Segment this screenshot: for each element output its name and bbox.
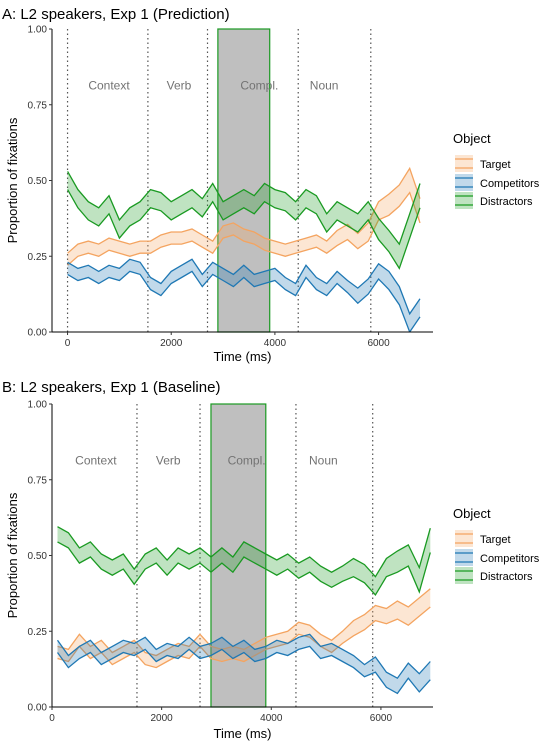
- legend-title: Object: [453, 131, 491, 146]
- legend-key-target: [455, 530, 473, 547]
- legend-key-competitors: [455, 174, 473, 191]
- panel-prediction: A: L2 speakers, Exp 1 (Prediction) Contex…: [2, 6, 540, 364]
- legend-label-competitors: Competitors: [480, 553, 540, 565]
- region-label-noun: Noun: [309, 454, 338, 468]
- x-tick-label: 4000: [260, 713, 283, 724]
- y-tick-label: 0.75: [28, 475, 48, 486]
- chart-title: B: L2 speakers, Exp 1 (Baseline): [2, 379, 220, 396]
- series-upper-competitors: [56, 633, 431, 680]
- y-tick-label: 0.00: [28, 703, 48, 714]
- y-tick-label: 0.25: [28, 627, 48, 638]
- series-group: [56, 526, 431, 695]
- legend-label-distractors: Distractors: [480, 571, 533, 583]
- ribbon-competitors: [57, 634, 431, 694]
- legend-key-target: [455, 155, 473, 172]
- series-lower-distractors: [67, 189, 421, 270]
- y-axis-title: Proportion of fixations: [5, 117, 20, 243]
- x-axis-title: Time (ms): [213, 726, 271, 741]
- region-label-context: Context: [75, 454, 117, 468]
- y-tick-label: 0.50: [28, 551, 48, 562]
- legend-title: Object: [453, 506, 491, 521]
- region-label-context: Context: [88, 79, 130, 93]
- legend-label-target: Target: [480, 534, 511, 546]
- legend-swatch-distractors: [455, 567, 473, 584]
- series-upper-distractors: [57, 526, 431, 578]
- legend: Object Target Competitors Distractors: [453, 131, 540, 209]
- legend-key-distractors: [455, 567, 473, 584]
- x-tick-label: 6000: [370, 713, 393, 724]
- legend-swatch-distractors: [455, 192, 473, 209]
- chart-title: A: L2 speakers, Exp 1 (Prediction): [2, 6, 230, 23]
- y-tick-label: 1.00: [28, 400, 48, 411]
- legend-label-competitors: Competitors: [480, 178, 540, 190]
- x-axis-title: Time (ms): [213, 349, 271, 364]
- series-upper-competitors: [67, 258, 421, 316]
- legend-label-distractors: Distractors: [480, 196, 533, 208]
- region-label-verb: Verb: [156, 454, 181, 468]
- legend-key-competitors: [455, 549, 473, 566]
- ribbon-target: [67, 168, 420, 266]
- legend-key-distractors: [455, 192, 473, 209]
- legend-swatch-target: [455, 530, 473, 547]
- legend-swatch-competitors: [455, 174, 473, 191]
- y-tick-label: 0.00: [28, 328, 48, 339]
- series-lower-distractors: [57, 541, 431, 596]
- x-tick-label: 4000: [264, 338, 287, 349]
- ribbon-distractors: [57, 526, 431, 595]
- x-tick-label: 0: [65, 338, 71, 349]
- panel-baseline: B: L2 speakers, Exp 1 (Baseline) Context V…: [2, 379, 540, 741]
- legend-label-target: Target: [480, 159, 511, 171]
- region-label-verb: Verb: [167, 79, 192, 93]
- series-lower-competitors: [67, 270, 421, 332]
- legend-swatch-target: [455, 155, 473, 172]
- series-lower-target: [57, 606, 431, 669]
- legend-swatch-competitors: [455, 549, 473, 566]
- y-axis-title: Proportion of fixations: [5, 492, 20, 618]
- series-upper-target: [67, 166, 421, 254]
- series-lower-competitors: [56, 645, 431, 695]
- series-upper-distractors: [67, 171, 421, 246]
- y-tick-label: 0.75: [28, 100, 48, 111]
- series-upper-target: [57, 588, 431, 657]
- series-group: [67, 166, 421, 332]
- ribbon-distractors: [67, 171, 420, 269]
- x-tick-label: 6000: [367, 338, 390, 349]
- region-label-compl: Compl.: [228, 454, 266, 468]
- y-tick-label: 0.25: [28, 252, 48, 263]
- critical-window: [210, 403, 267, 708]
- x-tick-label: 2000: [160, 338, 183, 349]
- legend: Object Target Competitors Distractors: [453, 506, 540, 584]
- x-tick-label: 2000: [151, 713, 174, 724]
- critical-window: [217, 28, 271, 333]
- x-tick-label: 0: [49, 713, 55, 724]
- region-label-noun: Noun: [310, 79, 339, 93]
- region-label-compl: Compl.: [240, 79, 278, 93]
- y-tick-label: 1.00: [28, 25, 48, 36]
- series-lower-target: [67, 191, 421, 266]
- y-tick-label: 0.50: [28, 176, 48, 187]
